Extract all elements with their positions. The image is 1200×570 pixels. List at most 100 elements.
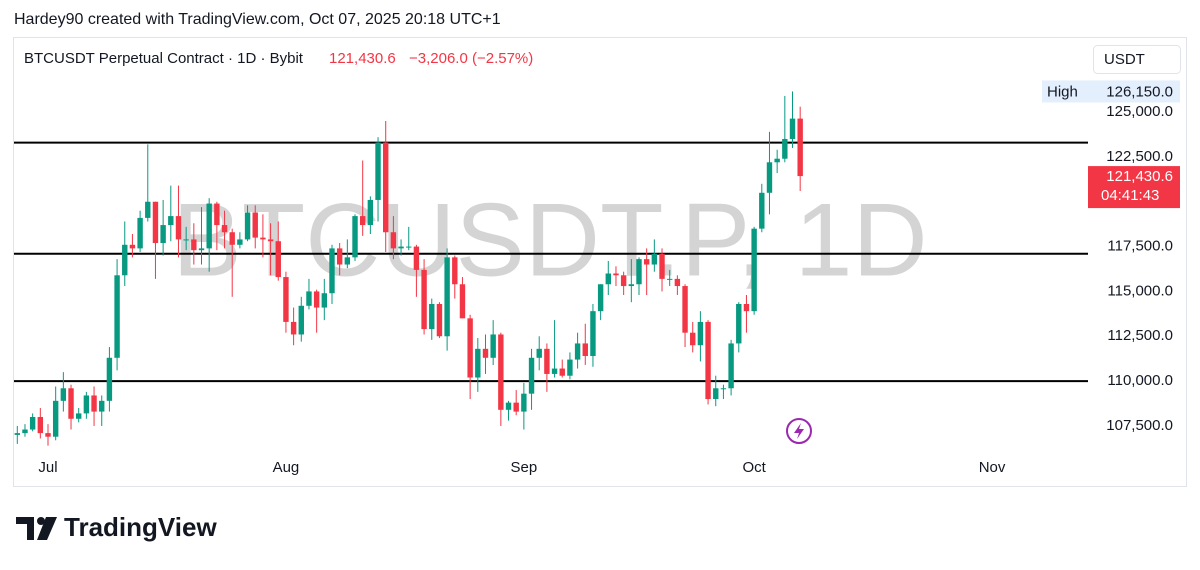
candle-body [759,192,765,229]
candle-body [643,259,650,265]
candle-body [536,348,542,358]
candle-body [782,138,788,159]
candle-body [168,216,174,226]
currency-label[interactable]: USDT [1104,51,1145,68]
candle-body [528,357,535,394]
x-tick-label: Sep [511,459,538,476]
levels-layer [14,141,1088,383]
candle-body [52,400,59,437]
candle-body [229,232,235,245]
candle-body [137,217,143,249]
candle-body [175,216,182,240]
candle-body [605,273,611,285]
candle-body [544,348,550,374]
candle-body [574,343,581,360]
candle-body [697,321,704,346]
candle-body [83,395,90,414]
candle-body [766,162,773,193]
candle-body [267,239,274,242]
chart-frame [13,37,1187,487]
candle-body [436,303,443,337]
candle-body [283,277,289,322]
candle-body [214,203,220,226]
candle-body [383,142,389,233]
candle-body [375,142,381,200]
candle-body [367,199,374,226]
candle-body [482,348,489,358]
candle-body [275,241,281,278]
logo-dot [37,517,45,525]
candle-body [628,284,635,287]
high-tag-name: High [1047,83,1078,100]
currency-button[interactable] [1093,45,1181,74]
candle-body [559,368,565,376]
candle-body [60,388,67,401]
candle-body [329,248,335,294]
candle-body [336,248,343,265]
y-tick-label: 122,500.0 [1106,148,1173,165]
price-change: −3,206.0 (−2.57%) [409,50,533,67]
candle-body [551,368,558,374]
candle-body [467,318,473,378]
event-icon[interactable] [786,418,812,444]
candle-body [313,291,320,308]
candle-body [613,273,619,276]
candle-body [521,393,527,412]
high-tag [1042,80,1180,103]
candle-body [290,321,297,335]
watermark: BTCUSDT.P, 1D [172,182,927,298]
candle-body [751,228,757,312]
candle-body [252,212,258,238]
candle-body [344,257,351,265]
y-tick-label: 110,000.0 [1107,372,1173,389]
candle-body [736,303,742,344]
candle-body [398,246,404,249]
candle-body [636,259,642,285]
candle-body [183,239,189,241]
watermark-layer: BTCUSDT.P, 1D [172,182,927,298]
x-tick-label: Jul [38,459,57,476]
logo-slash [37,517,57,540]
candle-body [705,321,711,400]
candle-body [145,201,151,218]
candle-body [260,237,266,240]
candle-body [14,433,21,435]
candle-body [582,343,588,356]
logo-mark [16,517,34,540]
candle-body [713,388,719,400]
candle-body [421,269,427,330]
price-tag [1088,166,1180,209]
candle-body [413,246,420,270]
candle-body [513,402,519,412]
candle-body [68,388,74,419]
candle-body [129,244,136,249]
x-tick-label: Oct [742,459,766,476]
candle-body [160,225,166,244]
candle-body [91,395,97,412]
candle-body [45,433,51,437]
y-tick-label: 107,500.0 [1106,417,1173,434]
candles-layer [14,91,803,446]
candle-body [106,357,113,401]
x-tick-label: Nov [979,459,1006,476]
candle-body [674,278,681,287]
candle-body [152,201,159,244]
candle-body [99,400,105,412]
candle-body [321,293,328,308]
candle-body [206,203,212,249]
candle-body [690,332,696,346]
candle-body [728,343,734,389]
candle-body [306,291,312,306]
footer-brand: TradingView [64,512,217,542]
candle-body [590,311,596,356]
candle-body [221,225,228,233]
event-bolt[interactable] [794,423,804,439]
candle-body [774,158,780,163]
candle-body [490,334,496,358]
candle-body [114,275,120,358]
candle-body [597,284,604,312]
candle-body [789,118,796,139]
candle-body [444,257,450,337]
price-tag-label: 121,430.6 [1106,168,1173,185]
